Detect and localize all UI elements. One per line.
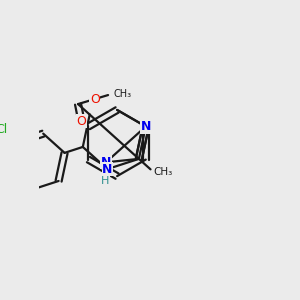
Text: O: O: [90, 93, 100, 106]
Text: Cl: Cl: [0, 123, 7, 136]
Text: CH₃: CH₃: [154, 167, 173, 177]
Text: N: N: [102, 163, 112, 176]
Text: N: N: [141, 120, 151, 133]
Text: CH₃: CH₃: [113, 88, 131, 99]
Text: O: O: [76, 115, 86, 128]
Text: N: N: [101, 156, 111, 169]
Text: H: H: [101, 176, 109, 186]
